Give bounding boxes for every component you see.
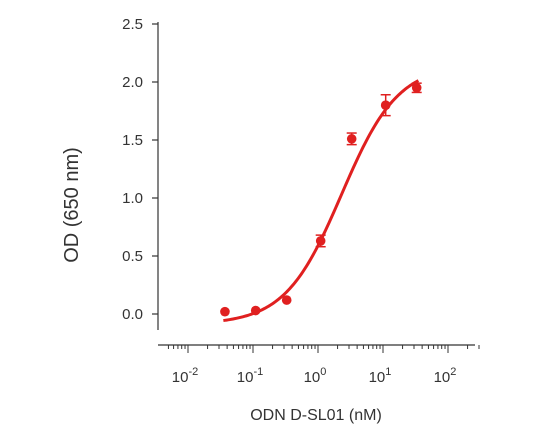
y-tick-label: 0.5 <box>122 248 143 265</box>
data-point <box>220 306 230 317</box>
x-tick-label: 102 <box>434 366 457 386</box>
y-tick-label: 1.5 <box>122 132 143 149</box>
x-axis-title: ODN D-SL01 (nM) <box>250 407 382 424</box>
x-tick-base: 10 <box>304 369 321 386</box>
y-ticks: 0.0 0.5 1.0 1.5 2.0 2.5 <box>122 16 158 323</box>
x-tick-exponent: 0 <box>320 366 326 378</box>
y-tick-label: 2.0 <box>122 74 143 91</box>
x-tick-label: 100 <box>304 366 327 386</box>
x-ticks: 10-2 10-1 100 101 102 <box>167 345 480 386</box>
y-axis-title: OD (650 nm) <box>61 147 83 263</box>
x-tick-exponent: 1 <box>385 366 391 378</box>
y-axis: 0.0 0.5 1.0 1.5 2.0 2.5 <box>122 16 159 330</box>
y-tick-label: 2.5 <box>122 16 143 33</box>
data-point <box>250 305 261 316</box>
y-tick-label: 0.0 <box>122 306 143 323</box>
data-point <box>315 236 326 246</box>
data-points <box>220 82 422 317</box>
data-point <box>380 100 391 110</box>
x-tick-base: 10 <box>369 369 386 386</box>
x-tick-label: 101 <box>369 366 392 386</box>
x-tick-exponent: -1 <box>253 366 263 378</box>
x-tick-label: 10-1 <box>237 366 263 386</box>
x-tick-base: 10 <box>434 369 451 386</box>
x-tick-base: 10 <box>237 369 254 386</box>
x-tick-base: 10 <box>172 369 189 386</box>
data-point <box>281 295 292 305</box>
fit-curve <box>223 79 420 323</box>
x-tick-exponent: -2 <box>188 366 198 378</box>
data-point <box>346 134 357 144</box>
data-point <box>411 83 422 93</box>
x-tick-label: 10-2 <box>172 366 198 386</box>
y-tick-label: 1.0 <box>122 190 143 207</box>
x-tick-exponent: 2 <box>450 366 456 378</box>
x-axis: 10-2 10-1 100 101 102 <box>158 344 480 386</box>
